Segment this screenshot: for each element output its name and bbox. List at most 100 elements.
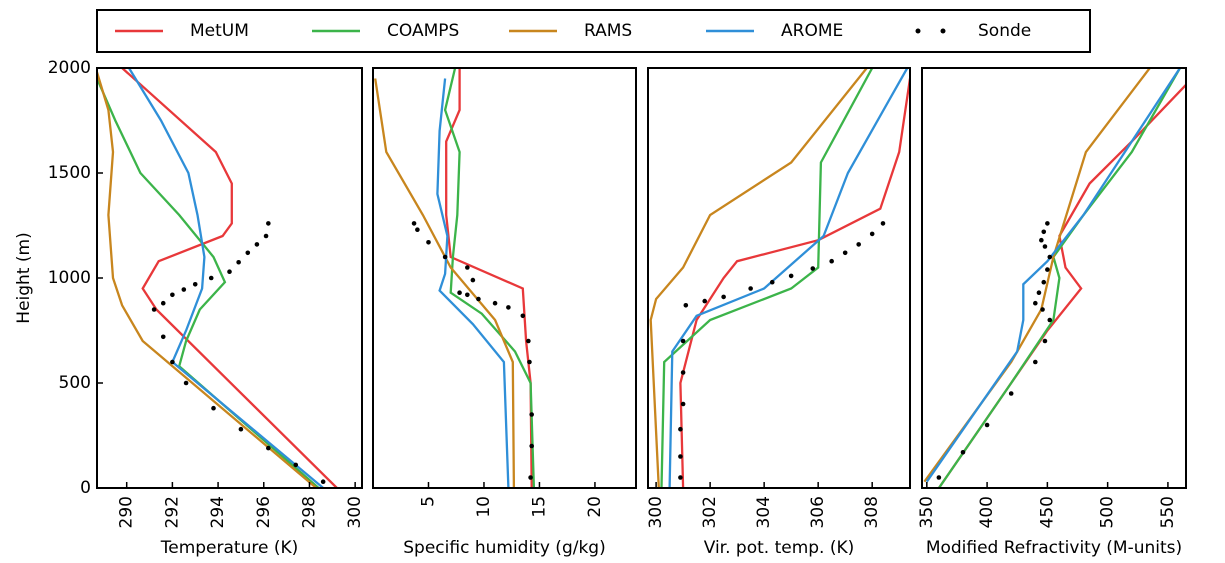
x-tick-label: 5 <box>418 496 438 507</box>
sonde-point <box>426 240 431 245</box>
sonde-point <box>748 286 753 291</box>
sonde-point <box>320 479 326 485</box>
sonde-point <box>1041 229 1047 235</box>
profile-line <box>445 68 533 488</box>
plot-area <box>97 68 338 488</box>
sonde-point <box>678 426 683 432</box>
x-tick-label: 400 <box>977 496 997 528</box>
legend-label: MetUM <box>190 21 249 41</box>
x-axis-label: Temperature (K) <box>160 538 299 558</box>
axes-frame <box>96 67 363 489</box>
sonde-point <box>702 298 708 304</box>
x-axis-label: Modified Refractivity (M-units) <box>926 538 1182 558</box>
sonde-point <box>1033 300 1038 306</box>
sonde-point <box>1039 237 1044 243</box>
profile-line <box>660 68 874 488</box>
x-tick-label: 300 <box>345 496 365 528</box>
x-tick-label: 290 <box>117 496 137 528</box>
sonde-point <box>170 359 175 365</box>
legend-label: AROME <box>781 21 843 41</box>
sonde-point <box>683 303 689 308</box>
x-axis-label: Specific humidity (g/kg) <box>403 538 605 558</box>
x-tick-label: 20 <box>585 496 605 518</box>
sonde-point <box>526 338 531 344</box>
sonde-point <box>470 277 476 283</box>
x-tick-label: 306 <box>808 496 828 528</box>
sonde-point <box>520 313 526 319</box>
axes-frame <box>921 67 1187 489</box>
sonde-point <box>254 242 260 247</box>
profile-line <box>443 68 536 488</box>
profile-line <box>925 68 1181 483</box>
sonde-point <box>1047 254 1053 260</box>
axes-frame <box>647 67 911 489</box>
profile-line <box>668 68 909 488</box>
sonde-point <box>160 300 166 306</box>
sonde-point <box>465 265 470 270</box>
sonde-point <box>936 475 942 480</box>
x-tick-label: 300 <box>646 496 666 528</box>
sonde-point <box>788 273 794 279</box>
sonde-point <box>984 422 990 428</box>
sonde-point <box>411 221 417 226</box>
sonde-point <box>506 305 511 310</box>
profile-line <box>374 78 516 488</box>
plot-area <box>374 68 536 488</box>
sonde-point <box>880 221 886 226</box>
sonde-point <box>211 405 216 411</box>
sonde-point <box>721 294 726 300</box>
sonde-point <box>183 380 189 386</box>
sonde-point <box>678 475 683 480</box>
x-tick-label: 15 <box>529 496 549 518</box>
x-axis-label: Vir. pot. temp. (K) <box>704 538 855 558</box>
sonde-point <box>769 279 775 285</box>
x-tick-label: 550 <box>1158 496 1178 528</box>
sonde-point <box>680 401 686 407</box>
profile-line <box>649 68 868 488</box>
sonde-point <box>1045 221 1050 226</box>
sonde-point <box>238 426 244 432</box>
x-tick-label: 500 <box>1098 496 1118 528</box>
sonde-point <box>170 292 175 298</box>
sonde-point <box>680 370 686 375</box>
x-tick-label: 292 <box>162 496 182 528</box>
x-tick-label: 296 <box>254 496 274 528</box>
sonde-point <box>266 221 271 226</box>
profile-line <box>128 68 324 488</box>
sonde-point <box>1041 279 1047 285</box>
y-tick-label: 1500 <box>48 163 91 183</box>
y-tick-label: 0 <box>80 478 91 498</box>
sonde-point <box>457 290 462 296</box>
profile-line <box>937 68 1181 488</box>
profile-line <box>679 78 910 488</box>
y-tick-label: 500 <box>59 373 91 393</box>
sonde-point <box>1036 290 1042 296</box>
sonde-point <box>1008 391 1014 396</box>
sonde-point <box>680 338 686 344</box>
x-tick-label: 10 <box>474 496 494 518</box>
profile-line <box>121 68 338 488</box>
sonde-point <box>227 269 232 275</box>
sonde-point <box>842 250 848 256</box>
sonde-point <box>829 258 834 264</box>
sonde-point <box>529 412 534 417</box>
sonde-point <box>465 292 470 298</box>
sonde-point <box>1047 317 1053 323</box>
sonde-point <box>151 307 157 312</box>
sonde-point <box>208 275 214 281</box>
x-tick-label: 450 <box>1037 496 1057 528</box>
y-tick-label: 1000 <box>48 268 91 288</box>
profile-line <box>937 84 1186 488</box>
plot-area <box>923 68 1186 488</box>
x-tick-label: 294 <box>208 496 228 528</box>
sonde-point <box>293 462 299 468</box>
sonde-point <box>492 300 498 306</box>
legend-label: COAMPS <box>387 21 459 41</box>
profile-line <box>923 68 1151 483</box>
sonde-point <box>678 454 683 459</box>
sonde-point <box>415 227 420 232</box>
legend-label: RAMS <box>584 21 632 41</box>
sonde-point <box>236 259 241 265</box>
sonde-point <box>266 445 271 451</box>
